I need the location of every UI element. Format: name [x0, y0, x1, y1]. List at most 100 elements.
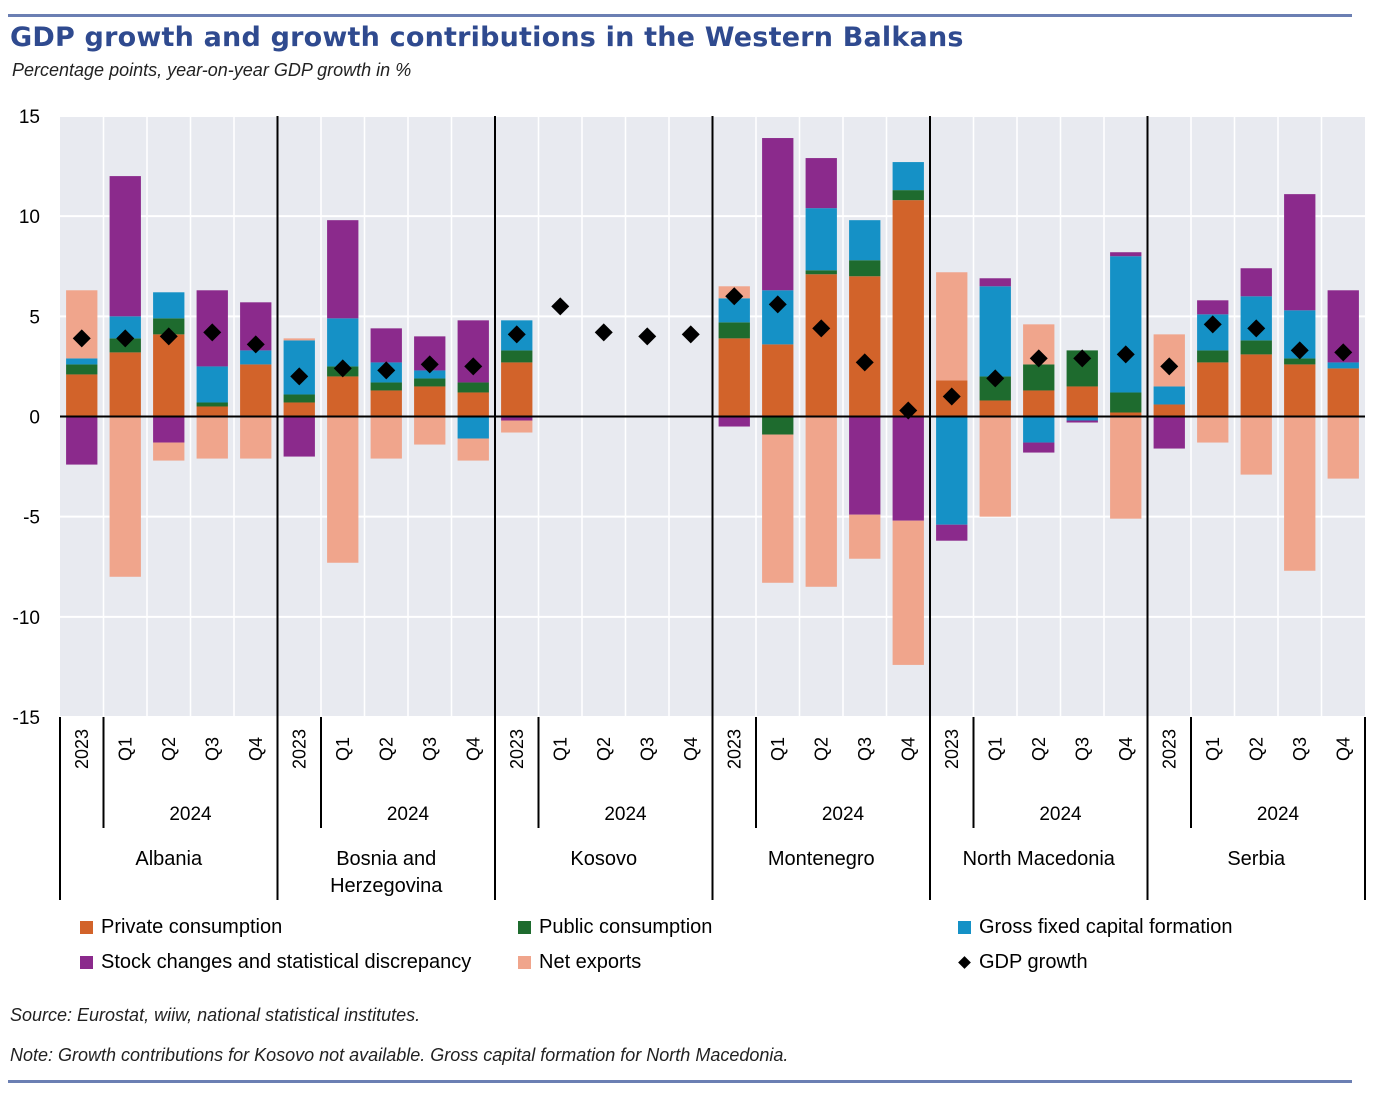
bar-netexp	[1197, 416, 1229, 443]
gdp-growth-marker	[1334, 343, 1353, 362]
bar-public	[849, 260, 881, 277]
legend-item-stock: Stock changes and statistical discrepanc…	[80, 951, 471, 974]
bar-private	[414, 386, 446, 417]
bar-gfcf	[240, 350, 272, 365]
gdp-growth-marker	[507, 325, 526, 344]
gdp-growth-marker	[725, 287, 744, 306]
bar-netexp	[805, 416, 837, 587]
bar-stock	[501, 416, 533, 421]
legend-item-public: Public consumption	[518, 916, 712, 939]
x-tick-label: 2023	[72, 729, 92, 769]
bar-private	[327, 376, 359, 417]
top-rule	[8, 14, 1352, 17]
bar-private	[1284, 364, 1316, 417]
x-tick-label: Q4	[898, 737, 918, 761]
x-tick-label: Q3	[1290, 737, 1310, 761]
x-tick-label: Q3	[1072, 737, 1092, 761]
bar-public	[457, 382, 489, 393]
bar-netexp	[1110, 416, 1142, 519]
bar-private	[153, 334, 185, 417]
legend-item-netexp: Net exports	[518, 951, 641, 974]
bar-stock	[153, 416, 185, 443]
country-label: Montenegro	[768, 848, 875, 870]
x-tick-label: 2023	[1159, 729, 1179, 769]
bar-gfcf	[66, 358, 98, 365]
bar-gfcf	[892, 162, 924, 191]
x-tick-label: Q4	[1333, 737, 1353, 761]
bar-gfcf	[1327, 362, 1359, 369]
bar-private	[457, 392, 489, 417]
gdp-growth-marker	[768, 295, 787, 314]
bar-gfcf	[414, 370, 446, 379]
bar-gfcf	[1023, 416, 1055, 443]
bar-netexp	[327, 416, 359, 563]
x-tick-label: 2023	[724, 729, 744, 769]
bar-gfcf	[283, 340, 315, 395]
x-tick-label: Q4	[246, 737, 266, 761]
x-tick-label: Q1	[333, 737, 353, 761]
bar-stock	[762, 138, 794, 291]
bar-stock	[66, 416, 98, 465]
bar-gfcf	[979, 286, 1011, 377]
gdp-growth-marker	[812, 319, 831, 338]
bar-netexp	[66, 290, 98, 359]
bar-public	[66, 364, 98, 375]
y-tick-label: -5	[23, 508, 40, 529]
gdp-growth-marker	[1116, 345, 1135, 364]
year-label: 2024	[604, 804, 647, 825]
gdp-growth-marker	[290, 367, 309, 386]
x-tick-label: Q2	[594, 737, 614, 761]
bar-private	[66, 374, 98, 417]
year-label: 2024	[1039, 804, 1082, 825]
bar-private	[1240, 354, 1272, 417]
gdp-growth-marker	[159, 327, 178, 346]
bar-public	[501, 350, 533, 363]
legend-swatch	[958, 956, 971, 969]
bar-gfcf	[196, 366, 228, 403]
x-tick-label: Q4	[463, 737, 483, 761]
gdp-growth-marker	[377, 361, 396, 380]
x-tick-label: Q3	[855, 737, 875, 761]
x-tick-label: Q3	[420, 737, 440, 761]
gdp-growth-marker	[1290, 341, 1309, 360]
bar-netexp	[283, 338, 315, 341]
bar-private	[196, 406, 228, 417]
bar-stock	[718, 416, 750, 427]
footnote: Note: Growth contributions for Kosovo no…	[10, 1045, 789, 1065]
legend-swatch	[80, 921, 93, 934]
bar-public	[370, 382, 402, 391]
x-tick-label: Q3	[637, 737, 657, 761]
legend-swatch	[80, 956, 93, 969]
source-note: Source: Eurostat, wiiw, national statist…	[10, 1005, 421, 1025]
bar-netexp	[1240, 416, 1272, 475]
gdp-growth-marker	[246, 335, 265, 354]
bar-gfcf	[936, 416, 968, 525]
bar-stock	[1240, 268, 1272, 297]
x-tick-label: Q2	[376, 737, 396, 761]
gdp-growth-marker	[464, 357, 483, 376]
bar-gfcf	[327, 318, 359, 367]
gdp-growth-marker	[1247, 319, 1266, 338]
bar-public	[1284, 358, 1316, 365]
y-tick-label: 10	[19, 207, 40, 228]
bar-netexp	[1284, 416, 1316, 571]
gdp-growth-marker	[681, 325, 700, 344]
bar-private	[501, 362, 533, 417]
bar-private	[718, 338, 750, 417]
year-label: 2024	[822, 804, 865, 825]
x-tick-label: Q1	[985, 737, 1005, 761]
bar-netexp	[1327, 416, 1359, 479]
x-tick-label: 2023	[507, 729, 527, 769]
bar-private	[1197, 362, 1229, 417]
bar-public	[762, 416, 794, 435]
bar-gfcf	[1153, 386, 1185, 405]
bar-private	[109, 352, 141, 417]
stacked-bar-chart: 15 10 5 0 -5 -10 -15 2023 Q1 Q2 Q3 Q4 2024 Albania 202…	[13, 107, 1366, 900]
bar-netexp	[153, 442, 185, 461]
bar-stock	[892, 416, 924, 521]
bar-netexp	[457, 438, 489, 461]
x-tick-label: Q1	[1203, 737, 1223, 761]
legend-label: Net exports	[539, 951, 642, 973]
x-tick-label: Q4	[681, 737, 701, 761]
x-tick-label: 2023	[942, 729, 962, 769]
